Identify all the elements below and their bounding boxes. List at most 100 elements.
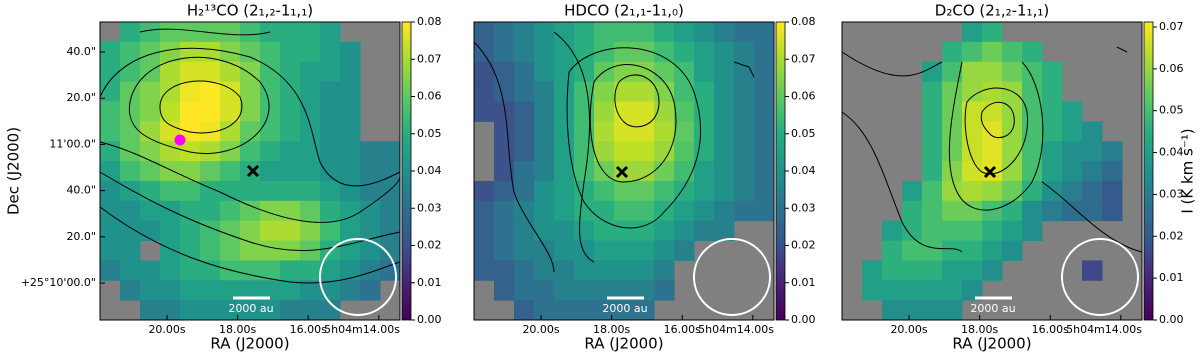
map-pixel [300, 260, 321, 281]
map-pixel [220, 22, 241, 43]
map-pixel [594, 101, 615, 122]
map-pixel [180, 240, 201, 261]
map-pixel [942, 180, 963, 202]
map-pixel [754, 121, 775, 142]
map-pixel [300, 300, 321, 321]
map-pixel [240, 280, 261, 301]
map-pixel [634, 220, 655, 242]
colorbar-tick-label: 0.07 [791, 52, 816, 65]
colorbar-tick-label: 0.06 [791, 90, 816, 103]
map-pixel [534, 22, 555, 43]
contour [841, 51, 943, 77]
map-pixel [674, 240, 695, 261]
map-pixel [220, 81, 241, 102]
map-pixel [300, 220, 321, 242]
map-pixel [494, 200, 515, 222]
map-pixel [360, 180, 381, 202]
map-pixel [240, 41, 261, 63]
map-pixel [754, 41, 775, 63]
map-pixel [902, 200, 923, 222]
map-pixel [494, 121, 515, 142]
map-pixel [534, 300, 555, 321]
contour [566, 47, 702, 229]
map-pixel [902, 220, 923, 242]
map-pixel [574, 260, 595, 281]
map-pixel [962, 280, 983, 301]
map-pixel [280, 161, 301, 182]
map-pixel [494, 41, 515, 63]
map-pixel [320, 41, 341, 63]
map-pixel [100, 260, 121, 281]
map-pixel [1082, 200, 1103, 222]
map-pixel [922, 141, 943, 162]
map-pixel [100, 240, 121, 261]
map-pixel [180, 220, 201, 242]
colorbar-tick-label: 0.01 [1159, 271, 1184, 284]
map-pixel [100, 41, 121, 63]
map-pixel [200, 260, 221, 281]
map-pixel [160, 121, 181, 142]
map-pixel [594, 260, 615, 281]
map-pixel [942, 81, 963, 102]
map-pixel [654, 41, 675, 63]
map-pixel [1002, 161, 1023, 182]
map-pixel [300, 121, 321, 142]
map-pixel [474, 220, 495, 242]
map-pixel [240, 220, 261, 242]
map-pixel [754, 61, 775, 83]
x-tick-label: 18.00s [593, 323, 630, 336]
map-pixel [942, 41, 963, 63]
map-pixel [694, 200, 715, 222]
map-pixel [300, 61, 321, 83]
map-pixel [534, 81, 555, 102]
cross-marker [983, 165, 997, 179]
map-pixel [634, 180, 655, 202]
map-pixel [320, 141, 341, 162]
map-pixel [180, 180, 201, 202]
map-pixel [634, 81, 655, 102]
map-pixel [1002, 220, 1023, 242]
map-pixel [714, 180, 735, 202]
map-pixel [474, 101, 495, 122]
map-pixel [180, 22, 201, 43]
map-pixel [674, 101, 695, 122]
map-pixel [882, 260, 903, 281]
map-pixel [754, 22, 775, 43]
map-pixel [380, 220, 401, 242]
map-pixel [1082, 141, 1103, 162]
map-pixel [220, 61, 241, 83]
map-pixel [982, 220, 1003, 242]
map-pixel [320, 300, 341, 321]
map-pixel [574, 280, 595, 301]
map-pixel [260, 41, 281, 63]
map-pixel [100, 101, 121, 122]
panel: 2000 au [99, 21, 401, 321]
map-pixel [574, 240, 595, 261]
x-tick-label: 20.00s [148, 323, 185, 336]
map-pixel [714, 101, 735, 122]
map-pixel [734, 141, 755, 162]
map-pixel [574, 300, 595, 321]
map-pixel [1082, 121, 1103, 142]
map-pixel [180, 101, 201, 122]
map-pixel [300, 200, 321, 222]
map-pixel [280, 240, 301, 261]
map-pixel [1042, 200, 1063, 222]
contour [733, 61, 755, 78]
map-pixel [634, 161, 655, 182]
map-pixel [474, 22, 495, 43]
map-pixel [654, 240, 675, 261]
map-pixel [1082, 260, 1103, 281]
y-tick-label: 20.0" [66, 230, 96, 243]
map-pixel [514, 101, 535, 122]
map-pixel [714, 41, 735, 63]
map-pixel [982, 260, 1003, 281]
colorbar-tick-label: 0.00 [1159, 313, 1184, 326]
map-pixel [1042, 81, 1063, 102]
colorbar-tick-label: 0.00 [791, 313, 816, 326]
map-pixel [200, 101, 221, 122]
map-pixel [494, 260, 515, 281]
map-pixel [922, 240, 943, 261]
map-pixel [1002, 240, 1023, 261]
map-pixel [674, 180, 695, 202]
